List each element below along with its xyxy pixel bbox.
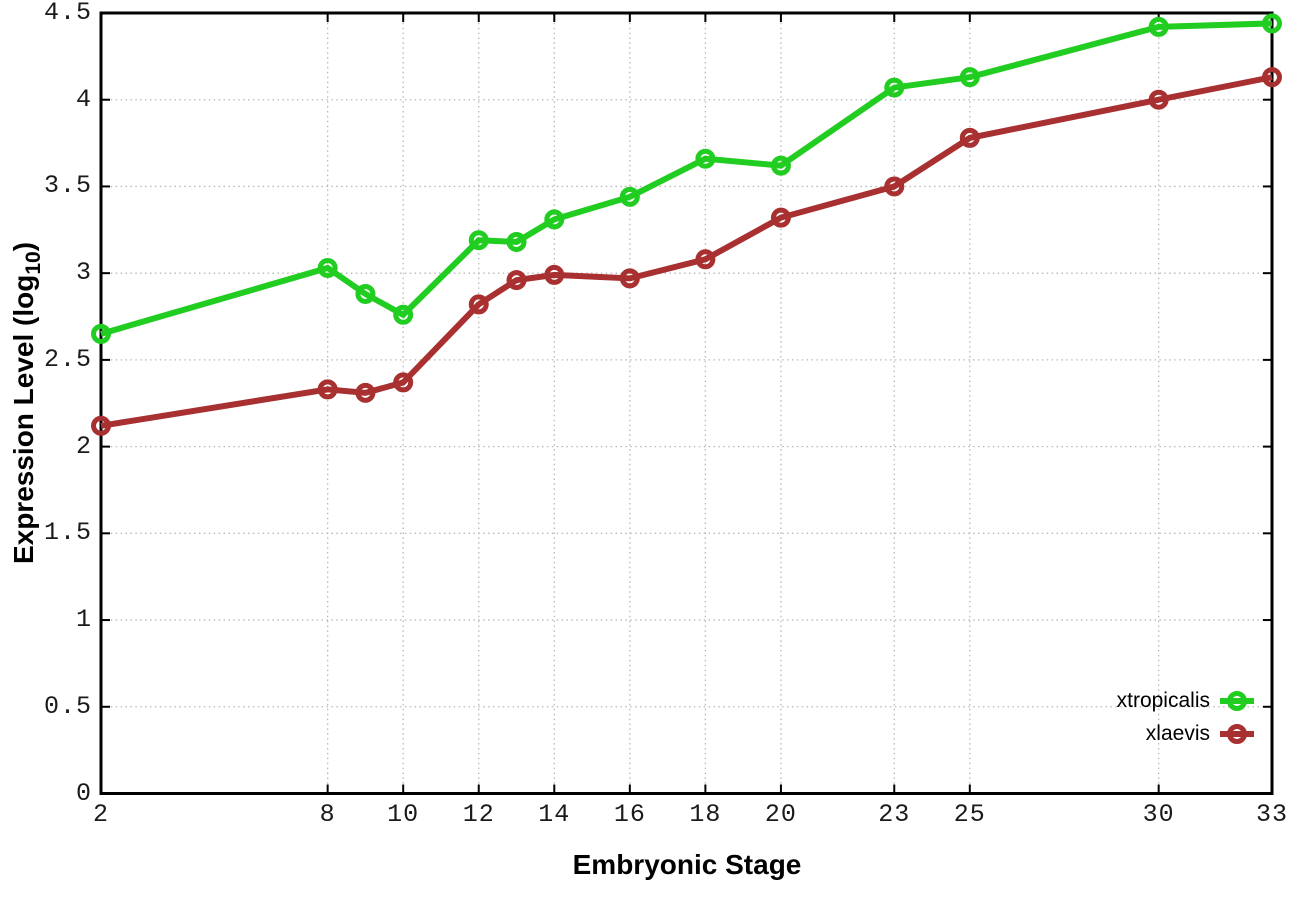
legend: xtropicalis xlaevis bbox=[1117, 684, 1254, 750]
x-tick-label-23: 23 bbox=[878, 800, 911, 829]
data-point-xtropicalis-stage-10 bbox=[393, 304, 414, 325]
y-tick-label-3.5: 3.5 bbox=[43, 171, 92, 201]
legend-label-xtropicalis: xtropicalis bbox=[1116, 688, 1210, 712]
legend-marker-xtropicalis bbox=[1220, 690, 1254, 711]
data-point-xtropicalis-stage-16 bbox=[619, 186, 640, 207]
series-line-xtropicalis bbox=[100, 20, 1273, 337]
legend-marker-xlaevis bbox=[1220, 723, 1254, 744]
data-point-xlaevis-stage-20 bbox=[770, 207, 791, 228]
data-point-xtropicalis-stage-2 bbox=[91, 323, 111, 344]
y-tick-label-3: 3 bbox=[75, 258, 92, 288]
data-point-xlaevis-stage-14 bbox=[544, 264, 565, 285]
data-point-xtropicalis-stage-18 bbox=[695, 148, 716, 169]
data-point-xlaevis-stage-8 bbox=[317, 379, 338, 400]
legend-item-xtropicalis: xtropicalis bbox=[1117, 684, 1254, 717]
y-axis-title-subscript: 10 bbox=[21, 251, 45, 275]
data-point-xlaevis-stage-18 bbox=[695, 249, 716, 270]
legend-circle-sample bbox=[1227, 723, 1247, 744]
y-axis-title-text: Expression Level (log bbox=[8, 274, 40, 565]
data-point-xlaevis-stage-33 bbox=[1262, 67, 1282, 88]
legend-circle-sample bbox=[1227, 690, 1247, 711]
data-point-xtropicalis-stage-13 bbox=[506, 231, 527, 252]
y-axis-title: Expression Level (log10) bbox=[8, 242, 46, 564]
data-point-xlaevis-stage-9 bbox=[355, 382, 376, 403]
data-point-xlaevis-stage-13 bbox=[506, 270, 527, 291]
legend-item-xlaevis: xlaevis bbox=[1117, 717, 1254, 750]
data-point-xtropicalis-stage-9 bbox=[355, 283, 376, 304]
data-point-xtropicalis-stage-20 bbox=[770, 155, 791, 176]
data-point-xlaevis-stage-16 bbox=[619, 268, 640, 289]
x-axis-title: Embryonic Stage bbox=[572, 849, 802, 880]
plot-border bbox=[99, 11, 1274, 795]
x-tick-label-8: 8 bbox=[319, 800, 336, 829]
data-point-xlaevis-stage-30 bbox=[1148, 89, 1169, 110]
y-tick-label-4: 4 bbox=[75, 84, 92, 114]
data-point-xlaevis-stage-10 bbox=[393, 372, 414, 393]
data-point-xtropicalis-stage-25 bbox=[959, 67, 980, 88]
y-tick-label-1.5: 1.5 bbox=[43, 518, 92, 548]
data-point-xtropicalis-stage-30 bbox=[1148, 16, 1169, 37]
y-tick-label-0.5: 0.5 bbox=[43, 691, 92, 721]
x-tick-label-12: 12 bbox=[462, 800, 495, 829]
data-point-xtropicalis-stage-12 bbox=[468, 230, 489, 251]
x-tick-label-25: 25 bbox=[953, 800, 986, 829]
x-tick-label-18: 18 bbox=[689, 800, 722, 829]
y-tick-label-1: 1 bbox=[75, 605, 92, 635]
x-tick-label-14: 14 bbox=[538, 800, 571, 829]
y-tick-label-4.5: 4.5 bbox=[43, 0, 92, 27]
y-tick-label-2.5: 2.5 bbox=[43, 344, 92, 374]
data-point-xlaevis-stage-2 bbox=[91, 415, 111, 436]
x-tick-label-33: 33 bbox=[1255, 800, 1288, 829]
y-tick-label-0: 0 bbox=[75, 778, 92, 808]
data-point-xtropicalis-stage-33 bbox=[1262, 13, 1282, 34]
y-tick-label-2: 2 bbox=[75, 431, 92, 461]
data-point-xlaevis-stage-23 bbox=[884, 176, 905, 197]
x-tick-label-2: 2 bbox=[92, 800, 109, 829]
data-point-xtropicalis-stage-23 bbox=[884, 77, 905, 98]
x-tick-label-30: 30 bbox=[1142, 800, 1175, 829]
y-axis-title-suffix: ) bbox=[8, 241, 40, 252]
x-tick-label-16: 16 bbox=[613, 800, 646, 829]
data-point-xlaevis-stage-12 bbox=[468, 294, 489, 315]
series-line-xlaevis bbox=[100, 74, 1273, 429]
legend-label-xlaevis: xlaevis bbox=[1145, 721, 1210, 745]
data-point-xtropicalis-stage-8 bbox=[317, 257, 338, 278]
x-tick-label-10: 10 bbox=[387, 800, 420, 829]
x-tick-label-20: 20 bbox=[764, 800, 797, 829]
data-point-xlaevis-stage-25 bbox=[959, 127, 980, 148]
data-point-xtropicalis-stage-14 bbox=[544, 209, 565, 230]
